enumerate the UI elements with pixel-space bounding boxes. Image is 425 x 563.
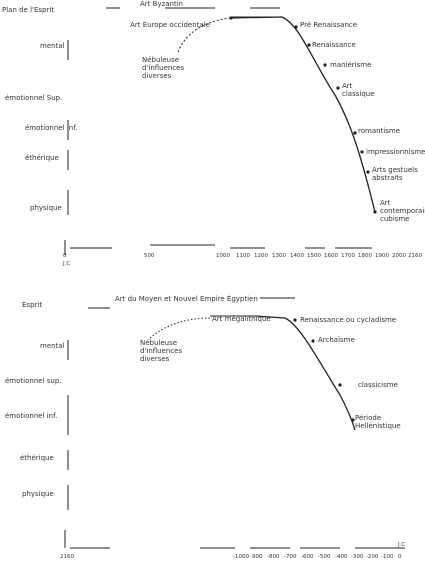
level-label: mental (40, 342, 65, 350)
axis-label: 2160 (408, 253, 422, 259)
header: Art du Moyen et Nouvel Empire Égyptien (115, 294, 258, 303)
annotation: abstraits (372, 174, 403, 182)
axis-label: J.C (397, 542, 405, 548)
annotation: Période (355, 414, 381, 422)
annotation: classicisme (358, 381, 398, 389)
axis-label: 1900 (375, 253, 389, 259)
axis-label: 1300 (272, 253, 286, 259)
axis-label: 1000 (216, 253, 230, 259)
level-label: Plan de l'Esprit (2, 6, 54, 14)
annotation: Hellénistique (355, 422, 401, 430)
annotation: impressionnisme (366, 148, 425, 156)
axis-label: 500 (144, 253, 155, 259)
axis-label: -700 (284, 554, 297, 560)
axis-label: 2160 (60, 554, 74, 560)
annotation: Art (342, 82, 353, 90)
axis-label: 0 (63, 253, 67, 259)
bottom-shapes (64, 297, 405, 549)
axis-label: -900 (250, 554, 263, 560)
header: Art Byzantin (140, 0, 183, 8)
annotation: Renaissance (312, 41, 356, 49)
level-label: émotionnel Sup. (5, 94, 62, 102)
annotation: contemporain (380, 207, 425, 215)
axis-label: -300 (351, 554, 364, 560)
axis-label: -200 (366, 554, 379, 560)
annotation: diverses (142, 72, 172, 80)
annotation: diverses (140, 355, 170, 363)
top-shapes (64, 7, 377, 255)
axis-label: -800 (267, 554, 280, 560)
level-label: émotionnel Inf. (25, 124, 77, 132)
axis-label: 0 (398, 554, 402, 560)
level-label: émotionnel sup. (5, 377, 61, 385)
level-label: émotionnel inf. (5, 412, 57, 420)
axis-label: -500 (318, 554, 331, 560)
annotation: Arts gestuels (372, 166, 418, 174)
annotation: maniérisme (330, 61, 371, 69)
annotation: Art Europe occidentale (130, 21, 210, 29)
annotation: d'influences (140, 347, 182, 355)
level-label: mental (40, 42, 65, 50)
annotation: Pré Renaissance (300, 21, 357, 29)
annotation: d'influences (142, 64, 184, 72)
level-label: physique (30, 204, 62, 212)
level-label: physique (22, 490, 54, 498)
axis-label: -1000 (233, 554, 249, 560)
annotation: Renaissance ou cycladisme (300, 316, 396, 324)
axis-label: 1700 (341, 253, 355, 259)
annotation: Nébuleuse (142, 56, 179, 64)
axis-label: 1500 (307, 253, 321, 259)
level-label: éthérique (25, 154, 59, 162)
annotation: cubisme (380, 215, 409, 223)
level-label: Esprit (22, 301, 42, 309)
annotation: romantisme (358, 127, 400, 135)
annotation: Art mégalithique (212, 315, 271, 323)
axis-label: 1800 (358, 253, 372, 259)
annotation: Art (380, 199, 391, 207)
axis-label: 1400 (290, 253, 304, 259)
annotation: classique (342, 90, 375, 98)
axis-label: 2000 (392, 253, 406, 259)
annotation: Archaïsme (318, 336, 355, 344)
axis-label: 1200 (254, 253, 268, 259)
axis-label: 1100 (236, 253, 250, 259)
axis-label: J.C (62, 261, 70, 267)
axis-label: -600 (301, 554, 314, 560)
axis-label: 1600 (324, 253, 338, 259)
axis-label: -100 (381, 554, 394, 560)
annotation: Nébuleuse (140, 339, 177, 347)
axis-label: -400 (335, 554, 348, 560)
level-label: éthérique (20, 454, 54, 462)
